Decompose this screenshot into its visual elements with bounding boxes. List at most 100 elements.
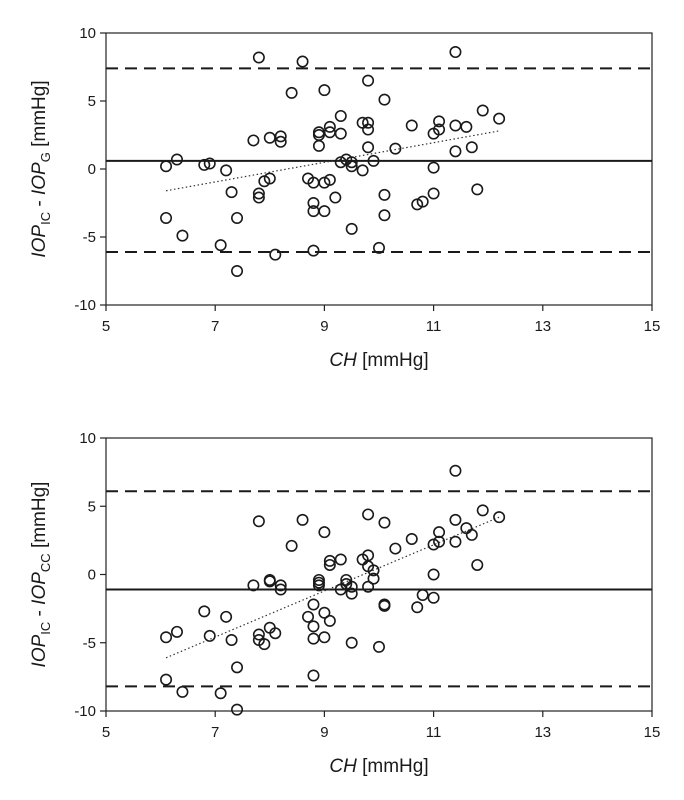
chart-2-data-point bbox=[307, 598, 320, 611]
chart-1-data-point bbox=[329, 191, 342, 204]
chart-2-data-point bbox=[367, 564, 380, 577]
chart-2-trend-line bbox=[165, 516, 500, 659]
chart-1-data-point bbox=[460, 120, 473, 133]
chart-1-data-point bbox=[307, 197, 320, 210]
chart-2-y-tick-label: 10 bbox=[79, 430, 96, 447]
chart-2-data-point bbox=[345, 587, 358, 600]
chart-1-y-tick-label: -10 bbox=[74, 297, 96, 314]
chart-1-y-tick-label: 5 bbox=[88, 93, 96, 110]
chart-1-data-point bbox=[378, 93, 391, 106]
chart-1-data-point bbox=[269, 248, 282, 261]
chart-1-data-point bbox=[449, 119, 462, 132]
chart-1-y-tick-label: 0 bbox=[88, 161, 96, 178]
chart-2-x-tick-label: 13 bbox=[534, 724, 551, 741]
chart-2-data-point bbox=[247, 579, 260, 592]
chart-1-data-point bbox=[231, 264, 244, 277]
chart-2-x-axis-title: CH [mmHg] bbox=[329, 756, 428, 777]
chart-1-data-point bbox=[252, 51, 265, 64]
chart-2-data-point bbox=[176, 685, 189, 698]
chart-1-data-point bbox=[433, 115, 446, 128]
chart-1-data-point bbox=[214, 239, 227, 252]
chart-2-data-point bbox=[225, 634, 238, 647]
chart-1-data-point bbox=[389, 142, 402, 155]
chart-1-data-point bbox=[345, 156, 358, 169]
chart-2-data-point bbox=[274, 579, 287, 592]
chart-1-data-point bbox=[334, 127, 347, 140]
chart-2-data-point bbox=[220, 610, 233, 623]
chart-2-data-point bbox=[416, 588, 429, 601]
chart-1-x-tick-label: 11 bbox=[426, 318, 442, 335]
chart-1-data-point bbox=[449, 46, 462, 59]
chart-1-data-point bbox=[225, 186, 238, 199]
chart-1-data-point bbox=[296, 55, 309, 68]
chart-1-data-point bbox=[312, 139, 325, 152]
chart-1-data-point bbox=[252, 187, 265, 200]
chart-2-data-point bbox=[433, 535, 446, 548]
chart-1-data-point bbox=[471, 183, 484, 196]
chart-1-data-point bbox=[323, 120, 336, 133]
chart-1-x-tick-label: 5 bbox=[102, 318, 110, 335]
chart-1-data-point bbox=[198, 158, 211, 171]
chart-2-data-point bbox=[269, 627, 282, 640]
chart-1-data-point bbox=[231, 211, 244, 224]
chart-1-data-point bbox=[367, 154, 380, 167]
chart-1-data-point bbox=[449, 145, 462, 158]
chart-2-data-point bbox=[323, 614, 336, 627]
chart-2-data-point bbox=[449, 464, 462, 477]
chart-1-data-point bbox=[263, 172, 276, 185]
chart-2-data-point bbox=[160, 631, 173, 644]
chart-2-x-tick-label: 15 bbox=[644, 724, 661, 741]
chart-1-x-tick-label: 7 bbox=[211, 318, 219, 335]
chart-2-y-tick-label: -10 bbox=[74, 703, 96, 720]
chart-1-data-point bbox=[476, 104, 489, 117]
chart-1-data-point bbox=[427, 187, 440, 200]
chart-2-data-point bbox=[160, 673, 173, 686]
chart-2-plot-frame bbox=[105, 437, 653, 712]
chart-1-data-point bbox=[465, 141, 478, 154]
chart-1-data-point bbox=[427, 161, 440, 174]
chart-2-data-point bbox=[427, 568, 440, 581]
chart-2-data-point bbox=[258, 638, 271, 651]
chart-1-data-point bbox=[220, 164, 233, 177]
chart-2-data-point bbox=[465, 528, 478, 541]
chart-1-data-point bbox=[378, 188, 391, 201]
chart-2-data-point bbox=[345, 636, 358, 649]
chart-1-data-point bbox=[416, 195, 429, 208]
chart-1-data-point bbox=[285, 86, 298, 99]
chart-2-data-point bbox=[198, 605, 211, 618]
chart-2-data-point bbox=[378, 599, 391, 612]
chart-2-data-point bbox=[389, 542, 402, 555]
chart-1-y-tick-label: -5 bbox=[83, 229, 96, 246]
chart-1-data-point bbox=[405, 119, 418, 132]
chart-2-data-point bbox=[405, 533, 418, 546]
chart-1-data-point bbox=[362, 123, 375, 136]
chart-1-data-point bbox=[252, 191, 265, 204]
chart-2-x-tick-label: 9 bbox=[320, 724, 328, 741]
chart-1-trend-line bbox=[165, 130, 500, 192]
chart-2-data-point bbox=[214, 687, 227, 700]
chart-1-data-point bbox=[170, 153, 183, 166]
chart-1-data-point bbox=[274, 135, 287, 148]
chart-1-data-point bbox=[345, 160, 358, 173]
chart-2-data-point bbox=[296, 513, 309, 526]
chart-1-data-point bbox=[307, 244, 320, 257]
chart-2-x-tick-label: 7 bbox=[211, 724, 219, 741]
chart-1-data-point bbox=[203, 157, 216, 170]
chart-2-data-point bbox=[449, 513, 462, 526]
chart-2-data-point bbox=[334, 553, 347, 566]
chart-2-data-point bbox=[312, 579, 325, 592]
chart-2-data-point bbox=[476, 504, 489, 517]
chart-1-data-point bbox=[334, 109, 347, 122]
chart-1-data-point bbox=[356, 164, 369, 177]
chart-1-plot-frame bbox=[105, 32, 653, 306]
chart-2-y-tick-label: 5 bbox=[88, 498, 96, 515]
chart-2-data-point bbox=[302, 610, 315, 623]
chart-2-data-point bbox=[307, 620, 320, 633]
chart-1-data-point bbox=[493, 112, 506, 125]
chart-1-data-point bbox=[362, 74, 375, 87]
chart-2-y-tick-label: 0 bbox=[88, 567, 96, 584]
chart-1-data-point bbox=[318, 84, 331, 97]
chart-1-data-point bbox=[362, 116, 375, 129]
chart-2-x-tick-label: 11 bbox=[426, 724, 442, 741]
